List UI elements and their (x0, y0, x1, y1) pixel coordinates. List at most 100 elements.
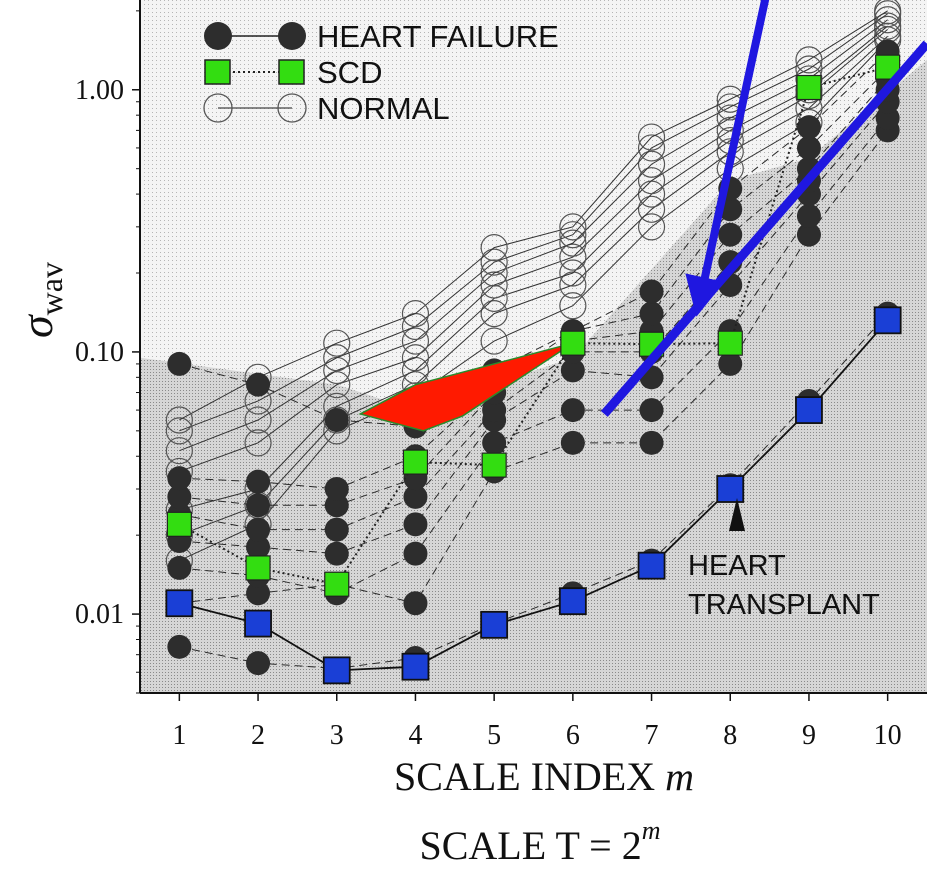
x-axis-title-text: SCALE INDEX (394, 754, 655, 799)
x-axis-title-var: m (665, 754, 694, 799)
transplant-pointer-icon (729, 498, 745, 531)
heart-failure-point (246, 493, 271, 518)
transplant-line (179, 319, 889, 672)
heart-failure-point (246, 517, 271, 542)
y-tick-label: 0.01 (75, 599, 124, 630)
normal-point (401, 300, 430, 328)
normal-point (637, 213, 666, 241)
normal-point (480, 271, 508, 299)
transplant-label-line2: TRANSPLANT (688, 589, 880, 621)
legend-label-scd: SCD (317, 55, 382, 90)
heart-failure-point (324, 407, 349, 432)
transplant-point (165, 589, 194, 618)
legend-item-heart-failure: HEART FAILURE (204, 19, 559, 54)
scd-point (324, 571, 350, 597)
heart-failure-point (403, 512, 428, 537)
normal-point (165, 406, 193, 434)
normal-point (401, 344, 430, 372)
x-tick-label: 1 (172, 720, 186, 751)
heart-failure-point (246, 581, 271, 606)
heart-failure-point (718, 351, 743, 376)
normal-line-4 (179, 25, 888, 472)
normal-point (795, 46, 823, 74)
scd-point (560, 330, 586, 356)
axes-layer: 1 2 3 4 5 6 7 8 9 10 0.01 0.10 1.00 (75, 0, 927, 751)
transplant-point (873, 306, 902, 335)
normal-point (559, 292, 587, 320)
heart-failure-point (482, 430, 507, 455)
transplant-point (480, 610, 509, 639)
transplant-point (795, 396, 823, 424)
y-axis-title-symbol: σ (11, 313, 62, 338)
heart-failure-point (796, 203, 821, 228)
x-axis-subtitle-sup: m (642, 816, 661, 845)
normal-point (874, 0, 902, 25)
heart-failure-point (639, 398, 664, 423)
transplant-point (322, 656, 351, 685)
heart-failure-point (167, 351, 192, 376)
scd-line (178, 66, 888, 586)
normal-point (480, 327, 508, 355)
normal-point (559, 243, 587, 271)
transplant-label-line1: HEART (688, 550, 786, 582)
heart-failure-line-1 (179, 313, 889, 670)
y-tick-label: 0.10 (75, 337, 124, 368)
x-tick-label: 7 (645, 720, 659, 751)
normal-point (637, 150, 666, 178)
heart-failure-point (560, 358, 585, 383)
normal-point (637, 167, 666, 195)
heart-failure-point (482, 398, 507, 423)
legend: HEART FAILURE SCD NORMAL (203, 19, 559, 126)
transplant-point (637, 551, 666, 580)
normal-point (323, 329, 351, 357)
heart-failure-point (796, 115, 821, 140)
heart-failure-point (403, 541, 428, 566)
scd-point (166, 511, 192, 537)
scd-point (717, 330, 743, 356)
scd-point (796, 74, 822, 101)
transplant-annotation: HEART TRANSPLANT (688, 498, 880, 621)
normal-line-3 (179, 28, 888, 511)
heart-failure-point (639, 301, 664, 326)
x-tick-label: 8 (723, 720, 737, 751)
svg-text:σwav: σwav (11, 262, 69, 338)
x-tick-label: 2 (251, 720, 265, 751)
heart-failure-point (246, 651, 271, 676)
scd-point (402, 449, 429, 475)
normal-point (323, 371, 351, 399)
normal-point (401, 327, 430, 355)
red-region-layer (358, 342, 574, 432)
blue-trend-line (600, 40, 927, 417)
normal-point (637, 134, 666, 162)
normal-point (874, 12, 902, 40)
x-tick-label: 4 (408, 720, 422, 751)
normal-point (165, 417, 193, 445)
transplant-point (716, 475, 745, 503)
legend-item-scd: SCD (204, 55, 382, 90)
legend-label-normal: NORMAL (317, 91, 450, 126)
x-tick-label: 6 (566, 720, 580, 751)
heart-failure-point (324, 477, 349, 502)
heart-failure-point (560, 430, 585, 455)
normal-point (480, 234, 508, 262)
heart-failure-line-2 (179, 130, 889, 604)
heart-failure-point (167, 555, 192, 580)
normal-point (637, 123, 666, 151)
normal-point (244, 406, 272, 434)
transplant-point (244, 609, 272, 638)
normal-line-2 (179, 35, 888, 536)
scd-point (245, 555, 271, 581)
normal-point (480, 248, 508, 276)
heart-failure-line-8 (179, 51, 888, 427)
transplant-series-layer (165, 306, 902, 685)
x-axis-subtitle: SCALE T = 2m (419, 816, 660, 868)
scd-series-layer (166, 54, 901, 597)
normal-line-7 (179, 10, 888, 421)
scd-point (481, 452, 507, 478)
heart-failure-point (246, 535, 271, 560)
x-tick-label: 10 (874, 720, 902, 751)
normal-line-6 (179, 13, 888, 432)
heart-failure-point (324, 541, 349, 566)
blue-arrow (685, 0, 770, 317)
